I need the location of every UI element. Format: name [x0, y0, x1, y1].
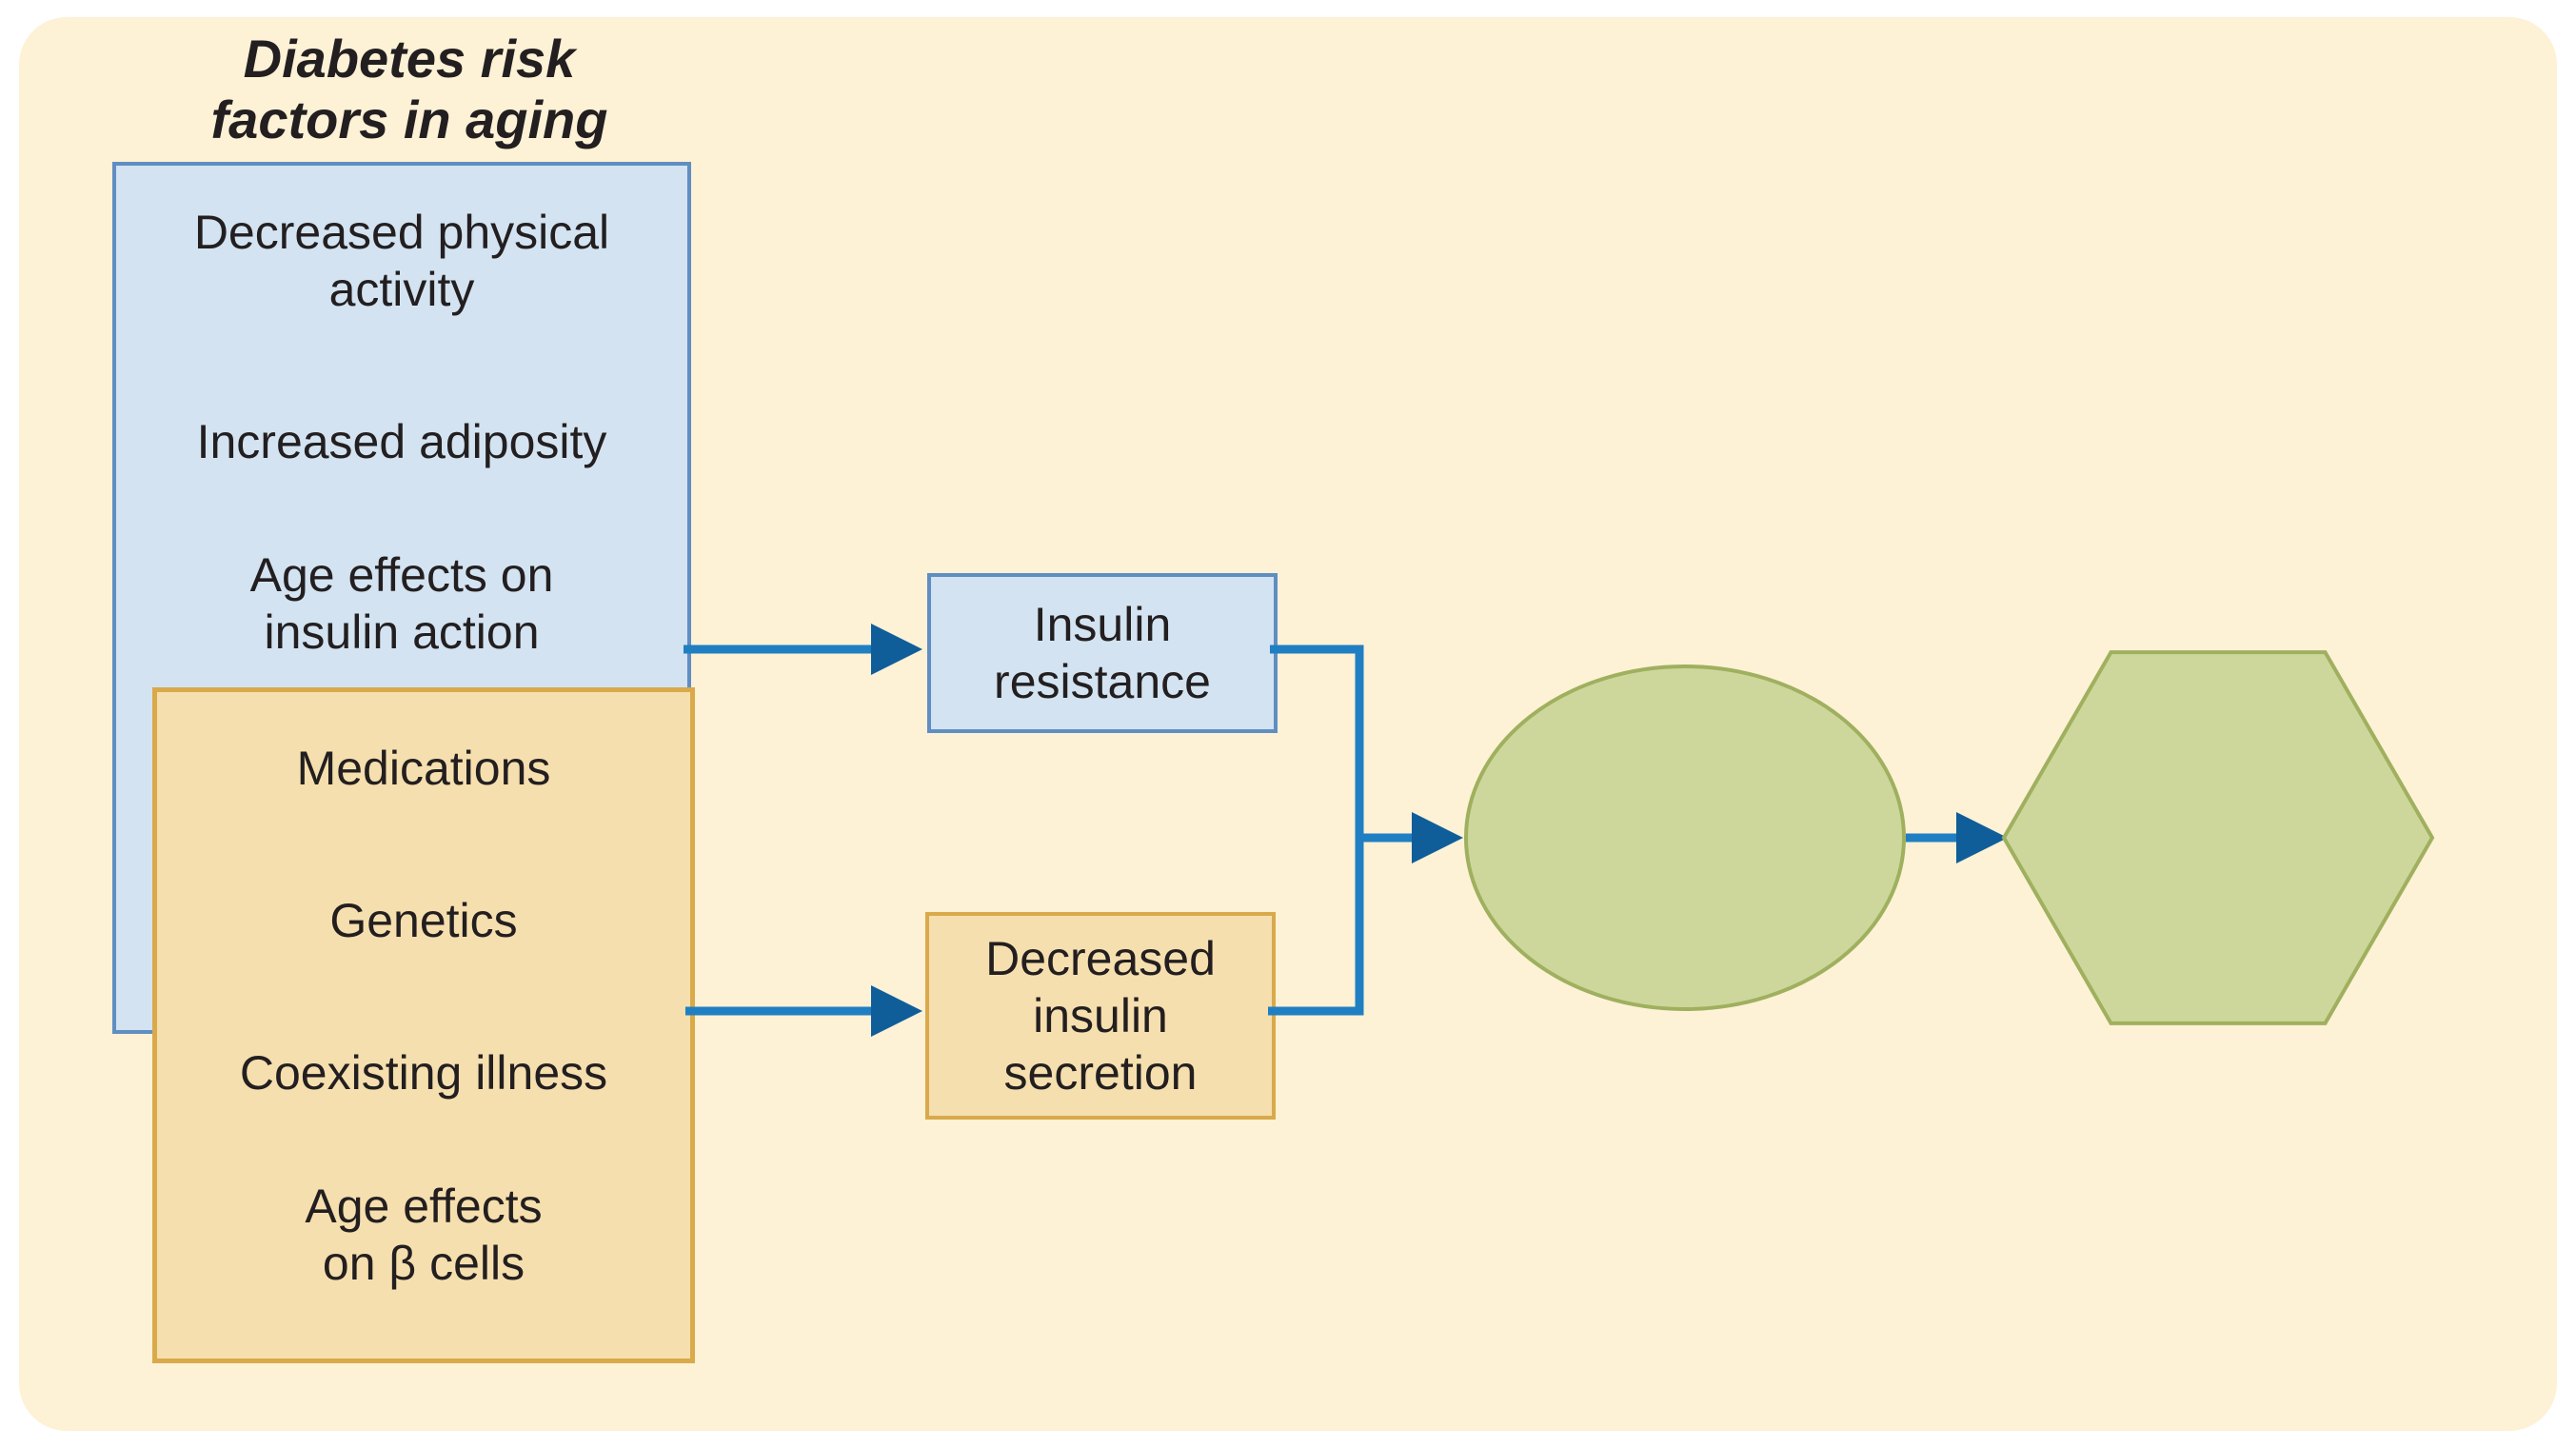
risk-item: Coexisting illness [157, 1044, 690, 1101]
progression-label: Progression to IGT and type 2 diabetes [2004, 624, 2432, 1052]
impaired-adaptation-label: Impaired adaptation: No ↑ insulin [1466, 666, 1904, 1009]
insulin-resistance-box: Insulin resistance [927, 573, 1278, 733]
decreased-secretion-box: Decreased insulin secretion [925, 912, 1276, 1120]
diagram-title: Diabetes risk factors in aging [162, 29, 657, 151]
risk-item: Medications [157, 740, 690, 797]
risk-item: Age effects on β cells [157, 1178, 690, 1292]
risk-item: Age effects on insulin action [116, 546, 687, 661]
risk-item: Genetics [157, 892, 690, 949]
risk-item: Decreased physical activity [116, 204, 687, 318]
risk-factors-tan-box: Medications Genetics Coexisting illness … [152, 687, 695, 1363]
risk-item: Increased adiposity [116, 413, 687, 470]
diagram-canvas: Diabetes risk factors in aging Decreased… [0, 0, 2576, 1448]
